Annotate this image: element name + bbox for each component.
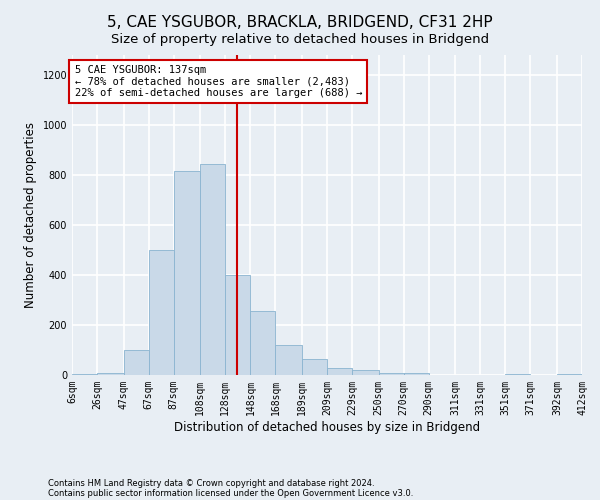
Bar (327, 368, 352, 375)
Bar (97, 372, 124, 375)
Bar (352, 370, 379, 375)
Bar (149, 250, 174, 375)
Bar (379, 372, 404, 375)
Bar (505, 374, 530, 375)
Bar (557, 374, 582, 375)
Bar (275, 345, 302, 375)
Text: 5 CAE YSGUBOR: 137sqm
← 78% of detached houses are smaller (2,483)
22% of semi-d: 5 CAE YSGUBOR: 137sqm ← 78% of detached … (74, 65, 362, 98)
Bar (404, 372, 429, 375)
Bar (200, 164, 225, 375)
Bar (72, 374, 97, 375)
Bar (174, 171, 200, 375)
Text: 5, CAE YSGUBOR, BRACKLA, BRIDGEND, CF31 2HP: 5, CAE YSGUBOR, BRACKLA, BRIDGEND, CF31 … (107, 15, 493, 30)
Bar (124, 350, 149, 375)
Text: Size of property relative to detached houses in Bridgend: Size of property relative to detached ho… (111, 32, 489, 46)
Text: Contains HM Land Registry data © Crown copyright and database right 2024.: Contains HM Land Registry data © Crown c… (48, 478, 374, 488)
Bar (225, 275, 250, 375)
Bar (302, 359, 327, 375)
Y-axis label: Number of detached properties: Number of detached properties (24, 122, 37, 308)
Text: Contains public sector information licensed under the Open Government Licence v3: Contains public sector information licen… (48, 488, 413, 498)
Bar (250, 311, 275, 375)
X-axis label: Distribution of detached houses by size in Bridgend: Distribution of detached houses by size … (174, 420, 480, 434)
